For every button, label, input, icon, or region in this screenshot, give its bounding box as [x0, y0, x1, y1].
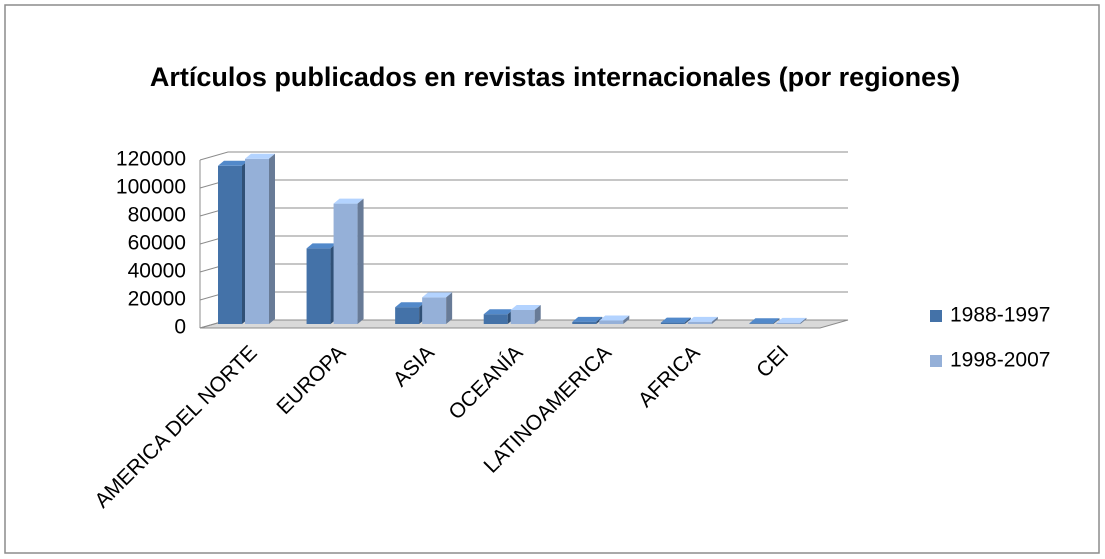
bar [245, 153, 275, 324]
bar-side [684, 317, 691, 324]
chart-title: Artículos publicados en revistas interna… [149, 62, 961, 92]
bar [660, 317, 691, 324]
bar-front [572, 321, 597, 324]
bar-front [660, 322, 685, 324]
bar-top [749, 318, 780, 324]
bar-front [687, 321, 712, 324]
y-tick-label: 100000 [116, 176, 186, 199]
y-tick-label: 40000 [128, 260, 186, 283]
bar-side [534, 305, 541, 324]
bar [422, 292, 453, 324]
bar-front [422, 297, 447, 324]
bar-top [306, 243, 337, 249]
y-tick-label: 60000 [128, 232, 186, 255]
y-tick-label: 120000 [116, 148, 186, 171]
bar-top [776, 317, 807, 323]
bar-front [333, 203, 358, 324]
bar-side [711, 316, 718, 324]
bar-top [395, 302, 426, 308]
bar-top [483, 309, 514, 315]
bar-front [395, 307, 420, 324]
bar-side [623, 315, 630, 324]
bar [333, 198, 364, 324]
bar-top [333, 198, 364, 204]
bar-front [483, 314, 508, 324]
bar-side [446, 292, 453, 324]
grid-line [199, 151, 848, 161]
bar-side [269, 153, 275, 324]
bar-front [749, 323, 774, 324]
bar-front [599, 320, 624, 324]
y-tick-label: 0 [174, 316, 186, 339]
bar-top [510, 305, 541, 310]
bar [572, 316, 603, 324]
bar [306, 243, 337, 324]
bar-side [800, 317, 807, 324]
legend-swatch [930, 355, 942, 367]
bar-side [357, 198, 364, 324]
bar-side [596, 316, 603, 324]
y-tick-label: 80000 [128, 204, 186, 227]
bar [510, 305, 541, 324]
bar [687, 316, 718, 324]
y-tick-label: 20000 [128, 288, 186, 311]
bar [776, 317, 807, 324]
legend-swatch [930, 310, 942, 322]
bar [395, 302, 426, 324]
bar-top [687, 316, 718, 322]
bar-top [422, 292, 453, 298]
bar-side [773, 318, 780, 324]
bar-top [660, 317, 691, 323]
legend-label: 1998-2007 [950, 349, 1050, 372]
bar-top [218, 160, 248, 166]
bar-top [245, 153, 275, 159]
bar-front [245, 158, 269, 324]
bar-top [599, 315, 630, 321]
bar [483, 309, 514, 324]
bar-front [510, 310, 535, 324]
bar [749, 318, 780, 324]
bar [599, 315, 630, 324]
bar [218, 160, 248, 324]
legend-label: 1988-1997 [950, 304, 1050, 327]
title-box: Artículos publicados en revistas interna… [149, 62, 961, 92]
bar-top [572, 316, 603, 322]
bar-front [776, 322, 801, 324]
bar-front [306, 248, 331, 324]
bar-front [218, 165, 242, 324]
